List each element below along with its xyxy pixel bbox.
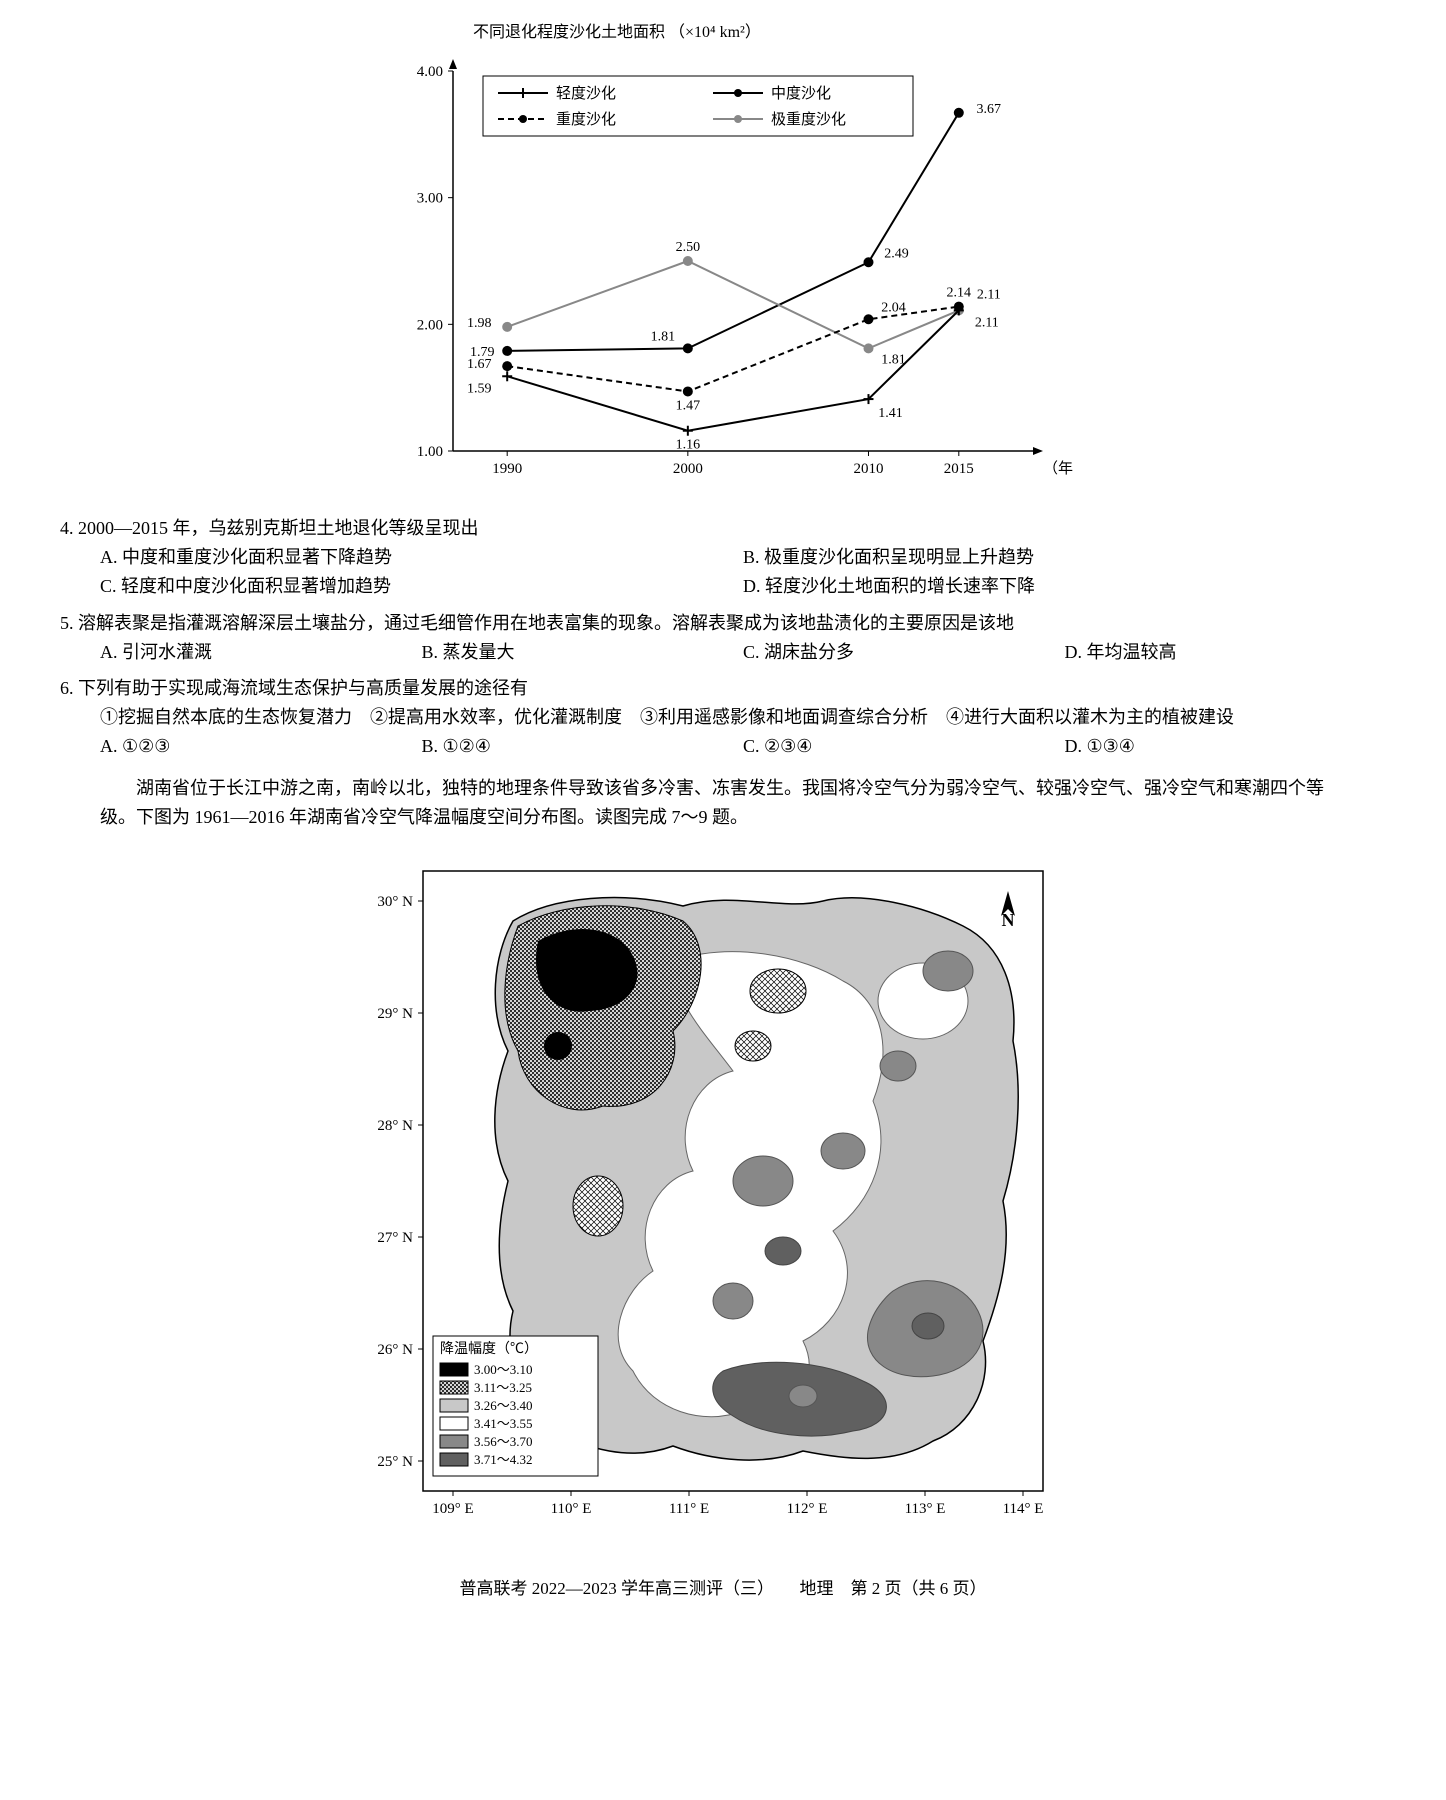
context-paragraph: 湖南省位于长江中游之南，南岭以北，独特的地理条件导致该省多冷害、冻害发生。我国将… <box>60 769 1386 837</box>
q4-opt-c: C. 轻度和中度沙化面积显著增加趋势 <box>100 572 743 601</box>
q4-stem: 4. 2000—2015 年，乌兹别克斯坦土地退化等级呈现出 <box>60 514 1386 543</box>
q5-text: 溶解表聚是指灌溉溶解深层土壤盐分，通过毛细管作用在地表富集的现象。溶解表聚成为该… <box>78 613 1014 633</box>
q5-opt-c: C. 湖床盐分多 <box>743 638 1065 667</box>
svg-text:1.47: 1.47 <box>676 398 701 413</box>
q6-options: A. ①②③ B. ①②④ C. ②③④ D. ①③④ <box>60 732 1386 761</box>
svg-text:（年）: （年） <box>1043 460 1073 477</box>
svg-text:轻度沙化: 轻度沙化 <box>556 85 616 102</box>
svg-text:3.41～3.55: 3.41～3.55 <box>474 1416 533 1431</box>
q5-opt-a: A. 引河水灌溉 <box>100 638 422 667</box>
svg-text:2010: 2010 <box>853 461 883 477</box>
q4-text: 2000—2015 年，乌兹别克斯坦土地退化等级呈现出 <box>78 518 479 538</box>
svg-text:1.16: 1.16 <box>676 437 701 452</box>
svg-text:1.81: 1.81 <box>651 329 676 344</box>
svg-text:27° N: 27° N <box>377 1230 413 1246</box>
svg-text:3.11～3.25: 3.11～3.25 <box>474 1380 532 1395</box>
svg-text:25° N: 25° N <box>377 1454 413 1470</box>
svg-text:4.00: 4.00 <box>417 64 443 80</box>
map-svg: 30° N 29° N 28° N 27° N 26° N 25° N 109° E 110°… <box>343 851 1103 1541</box>
q6-opt-d: D. ①③④ <box>1065 732 1387 761</box>
q5-options: A. 引河水灌溉 B. 蒸发量大 C. 湖床盐分多 D. 年均温较高 <box>60 638 1386 667</box>
q5-number: 5. <box>60 613 74 633</box>
svg-text:1.98: 1.98 <box>467 315 492 330</box>
svg-text:极重度沙化: 极重度沙化 <box>771 111 846 128</box>
svg-text:中度沙化: 中度沙化 <box>771 85 831 102</box>
svg-text:1.67: 1.67 <box>467 357 492 372</box>
chart-title: 不同退化程度沙化土地面积 （×10⁴ km²） <box>473 20 1073 46</box>
svg-text:114° E: 114° E <box>1003 1501 1044 1517</box>
svg-text:2.49: 2.49 <box>884 246 909 261</box>
q6-items: ①挖掘自然本底的生态恢复潜力 ②提高用水效率，优化灌溉制度 ③利用遥感影像和地面… <box>60 703 1386 732</box>
q4-options: A. 中度和重度沙化面积显著下降趋势 B. 极重度沙化面积呈现明显上升趋势 C.… <box>60 543 1386 601</box>
svg-text:1.00: 1.00 <box>417 444 443 460</box>
svg-text:112° E: 112° E <box>787 1501 828 1517</box>
svg-text:111° E: 111° E <box>669 1501 709 1517</box>
svg-text:26° N: 26° N <box>377 1342 413 1358</box>
svg-text:2.14: 2.14 <box>947 285 972 300</box>
q6-text: 下列有助于实现咸海流域生态保护与高质量发展的途径有 <box>78 678 528 698</box>
svg-text:28° N: 28° N <box>377 1118 413 1134</box>
svg-text:重度沙化: 重度沙化 <box>556 111 616 128</box>
svg-text:3.71～4.32: 3.71～4.32 <box>474 1452 533 1467</box>
svg-text:30° N: 30° N <box>377 894 413 910</box>
question-5: 5. 溶解表聚是指灌溉溶解深层土壤盐分，通过毛细管作用在地表富集的现象。溶解表聚… <box>60 609 1386 667</box>
question-6: 6. 下列有助于实现咸海流域生态保护与高质量发展的途径有 ①挖掘自然本底的生态恢… <box>60 674 1386 760</box>
chart-svg: 1.00 2.00 3.00 4.00 1990 2000 2010 2015 （年） 轻度沙化 中… <box>373 51 1073 491</box>
svg-text:2000: 2000 <box>673 461 703 477</box>
svg-text:3.00: 3.00 <box>417 190 443 206</box>
q4-opt-d: D. 轻度沙化土地面积的增长速率下降 <box>743 572 1386 601</box>
svg-text:113° E: 113° E <box>905 1501 946 1517</box>
q6-opt-c: C. ②③④ <box>743 732 1065 761</box>
page-footer: 普高联考 2022—2023 学年高三测评（三） 地理 第 2 页（共 6 页） <box>60 1575 1386 1602</box>
question-4: 4. 2000—2015 年，乌兹别克斯坦土地退化等级呈现出 A. 中度和重度沙… <box>60 514 1386 600</box>
svg-text:3.26～3.40: 3.26～3.40 <box>474 1398 533 1413</box>
q4-opt-b: B. 极重度沙化面积呈现明显上升趋势 <box>743 543 1386 572</box>
svg-text:1990: 1990 <box>492 461 522 477</box>
q6-number: 6. <box>60 678 74 698</box>
svg-text:降温幅度（℃）: 降温幅度（℃） <box>440 1341 538 1357</box>
svg-text:2.00: 2.00 <box>417 317 443 333</box>
svg-text:3.56～3.70: 3.56～3.70 <box>474 1434 533 1449</box>
line-chart: 不同退化程度沙化土地面积 （×10⁴ km²） 1.00 2.00 3.00 4.00… <box>373 20 1073 499</box>
svg-text:3.00～3.10: 3.00～3.10 <box>474 1362 533 1377</box>
svg-text:2.50: 2.50 <box>676 240 701 255</box>
svg-text:109° E: 109° E <box>432 1501 473 1517</box>
q6-stem: 6. 下列有助于实现咸海流域生态保护与高质量发展的途径有 <box>60 674 1386 703</box>
svg-text:2.11: 2.11 <box>977 287 1001 302</box>
q5-opt-b: B. 蒸发量大 <box>422 638 744 667</box>
svg-text:1.41: 1.41 <box>878 406 903 421</box>
q4-opt-a: A. 中度和重度沙化面积显著下降趋势 <box>100 543 743 572</box>
svg-text:1.59: 1.59 <box>467 381 492 396</box>
svg-text:3.67: 3.67 <box>977 101 1002 116</box>
q6-opt-a: A. ①②③ <box>100 732 422 761</box>
q6-opt-b: B. ①②④ <box>422 732 744 761</box>
svg-text:29° N: 29° N <box>377 1006 413 1022</box>
svg-text:2.04: 2.04 <box>881 300 906 315</box>
svg-text:2015: 2015 <box>944 461 974 477</box>
q4-number: 4. <box>60 518 74 538</box>
map-figure: 30° N 29° N 28° N 27° N 26° N 25° N 109° E 110°… <box>60 851 1386 1550</box>
q5-opt-d: D. 年均温较高 <box>1065 638 1387 667</box>
q5-stem: 5. 溶解表聚是指灌溉溶解深层土壤盐分，通过毛细管作用在地表富集的现象。溶解表聚… <box>60 609 1386 638</box>
svg-text:110° E: 110° E <box>551 1501 592 1517</box>
svg-text:2.11: 2.11 <box>975 315 999 330</box>
